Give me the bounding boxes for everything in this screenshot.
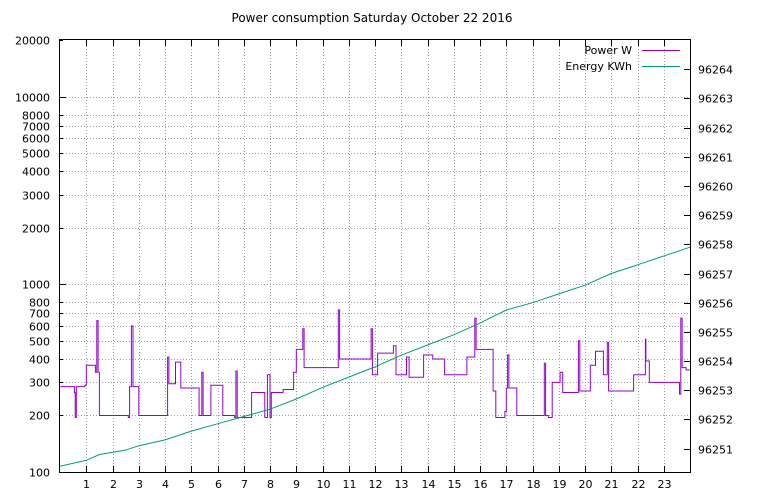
x-tick-label: 16 xyxy=(474,478,488,491)
power-series-line xyxy=(60,309,690,418)
x-tick-label: 11 xyxy=(343,478,357,491)
y2-tick-label: 96255 xyxy=(698,327,733,340)
y-tick-label: 1000 xyxy=(22,279,50,292)
y2-tick-label: 96257 xyxy=(698,269,733,282)
x-tick-label: 12 xyxy=(369,478,383,491)
x-tick-label: 5 xyxy=(188,478,195,491)
x-tick-label: 7 xyxy=(241,478,248,491)
axis-ticks: 1 2 3 4 5 6 7 8 9 10 11 12 13 14 15 16 17 18 19 20 21 22 23100… xyxy=(15,35,733,492)
legend: Power W Energy KWh xyxy=(565,44,680,73)
y-tick-label: 8000 xyxy=(22,110,50,123)
y2-tick-label: 96253 xyxy=(698,385,733,398)
series-layer xyxy=(59,246,691,467)
y-tick-label: 10000 xyxy=(15,92,50,105)
y-tick-label: 3000 xyxy=(22,190,50,203)
x-tick-label: 3 xyxy=(136,478,143,491)
x-tick-label: 2 xyxy=(110,478,117,491)
x-tick-label: 10 xyxy=(317,478,331,491)
y2-tick-label: 96251 xyxy=(698,444,733,457)
y-tick-label: 500 xyxy=(29,336,50,349)
legend-label: Energy KWh xyxy=(565,60,632,73)
grid-lines xyxy=(60,40,690,472)
energy-series-line xyxy=(59,246,691,467)
y-tick-label: 6000 xyxy=(22,133,50,146)
y2-tick-label: 96254 xyxy=(698,356,733,369)
y-tick-label: 600 xyxy=(29,321,50,334)
x-tick-label: 21 xyxy=(605,478,619,491)
y-tick-label: 100 xyxy=(29,467,50,480)
y2-tick-label: 96262 xyxy=(698,123,733,136)
x-tick-label: 20 xyxy=(579,478,593,491)
y-tick-label: 4000 xyxy=(22,166,50,179)
y-tick-label: 800 xyxy=(29,297,50,310)
y-tick-label: 700 xyxy=(29,308,50,321)
plot-frame xyxy=(59,39,691,473)
y-tick-label: 2000 xyxy=(22,223,50,236)
y-tick-label: 5000 xyxy=(22,148,50,161)
x-tick-label: 19 xyxy=(553,478,567,491)
y2-tick-label: 96252 xyxy=(698,414,733,427)
chart-title: Power consumption Saturday October 22 20… xyxy=(232,11,513,25)
x-tick-label: 4 xyxy=(162,478,169,491)
y2-tick-label: 96261 xyxy=(698,152,733,165)
y2-tick-label: 96259 xyxy=(698,210,733,223)
x-tick-label: 23 xyxy=(658,478,672,491)
x-tick-label: 17 xyxy=(500,478,514,491)
legend-label: Power W xyxy=(584,44,632,57)
y2-tick-label: 96260 xyxy=(698,181,733,194)
x-tick-label: 8 xyxy=(267,478,274,491)
y-tick-label: 400 xyxy=(29,354,50,367)
y2-tick-label: 96263 xyxy=(698,93,733,106)
y-tick-label: 20000 xyxy=(15,35,50,48)
y2-tick-label: 96256 xyxy=(698,298,733,311)
x-tick-label: 9 xyxy=(293,478,300,491)
x-tick-label: 14 xyxy=(422,478,436,491)
x-tick-label: 6 xyxy=(215,478,222,491)
x-tick-label: 22 xyxy=(632,478,646,491)
y2-tick-label: 96258 xyxy=(698,239,733,252)
x-tick-label: 15 xyxy=(448,478,462,491)
x-tick-label: 1 xyxy=(83,478,90,491)
y-tick-label: 7000 xyxy=(22,121,50,134)
x-tick-label: 13 xyxy=(395,478,409,491)
y-tick-label: 300 xyxy=(29,377,50,390)
y-tick-label: 200 xyxy=(29,410,50,423)
y2-tick-label: 96264 xyxy=(698,64,733,77)
x-tick-label: 18 xyxy=(527,478,541,491)
